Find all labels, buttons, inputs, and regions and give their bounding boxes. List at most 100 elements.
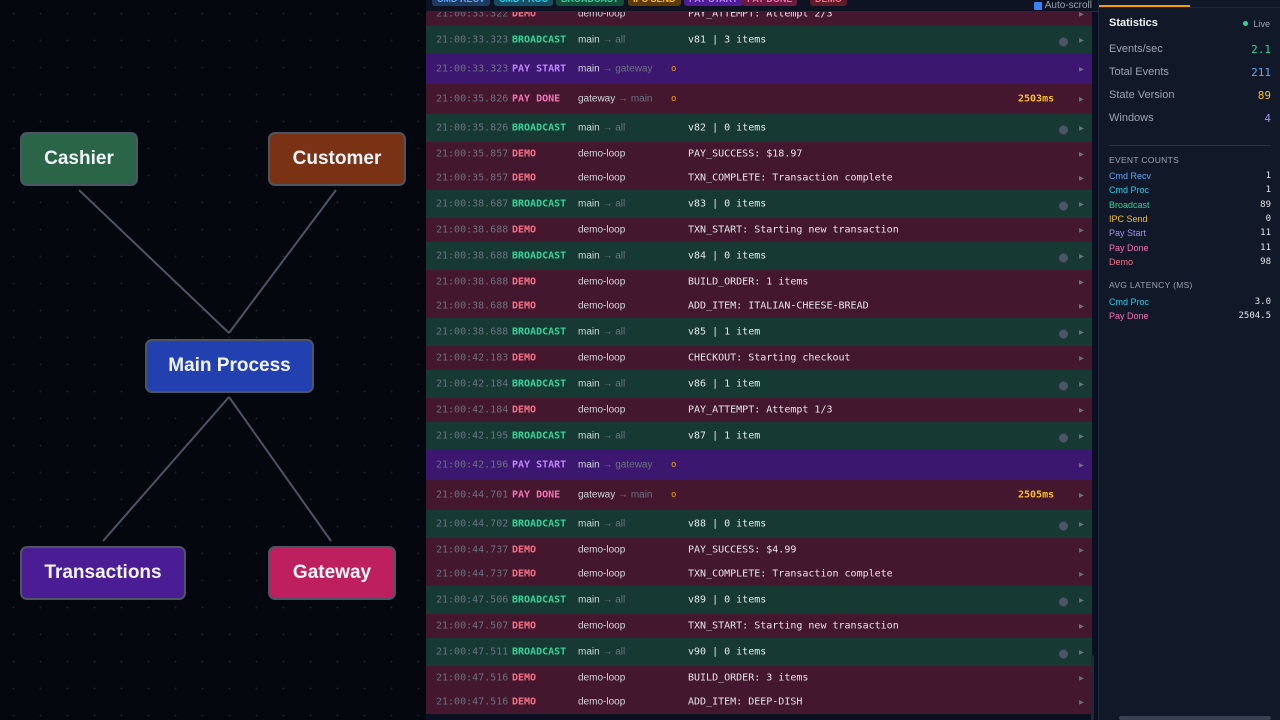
- filter-chip-ipc-send[interactable]: IPC SEND: [628, 0, 681, 6]
- expand-arrow-icon[interactable]: ▶: [1079, 490, 1084, 500]
- node-customer[interactable]: Customer: [268, 132, 406, 186]
- event-route: main → all: [578, 327, 625, 338]
- event-row[interactable]: 21:00:44.701 PAY DONE gateway → main o 2505m…: [426, 480, 1092, 510]
- expand-arrow-icon[interactable]: ▶: [1079, 519, 1084, 529]
- count-label: Pay Start: [1109, 228, 1147, 239]
- expand-arrow-icon[interactable]: ▶: [1079, 149, 1084, 159]
- event-row[interactable]: 21:00:44.702 BROADCAST main → all v88 | 0 i…: [426, 510, 1092, 538]
- event-row[interactable]: 21:00:38.688 DEMO demo-loop ADD_ITEM: ITALI…: [426, 294, 1092, 318]
- autoscroll-toggle[interactable]: Auto-scroll: [1033, 1, 1092, 11]
- event-type: BROADCAST: [512, 646, 567, 658]
- event-row[interactable]: 21:00:42.184 DEMO demo-loop PAY_ATTEMPT: At…: [426, 398, 1092, 422]
- expand-arrow-icon[interactable]: ▶: [1079, 327, 1084, 337]
- event-row[interactable]: 21:00:47.506 BROADCAST main → all v89 | 0 i…: [426, 586, 1092, 614]
- expand-arrow-icon[interactable]: ▶: [1079, 277, 1084, 287]
- expand-arrow-icon[interactable]: ▶: [1079, 251, 1084, 261]
- route-from: main: [578, 63, 600, 75]
- log-scrollbar[interactable]: [1091, 655, 1094, 720]
- event-time: 21:00:47.516: [436, 696, 509, 708]
- event-latency: 2503ms: [1018, 93, 1055, 105]
- event-row[interactable]: 21:00:47.511 BROADCAST main → all v90 | 0 i…: [426, 638, 1092, 666]
- event-type: BROADCAST: [512, 198, 567, 210]
- expand-arrow-icon[interactable]: ▶: [1079, 621, 1084, 631]
- event-type: PAY DONE: [512, 489, 561, 501]
- event-route: demo-loop: [578, 545, 625, 556]
- event-message: TXN_COMPLETE: Transaction complete: [688, 172, 893, 184]
- event-row[interactable]: 21:00:42.195 BROADCAST main → all v87 | 1 i…: [426, 422, 1092, 450]
- event-row[interactable]: 21:00:38.688 DEMO demo-loop BUILD_ORDER: 1 …: [426, 270, 1092, 294]
- expand-arrow-icon[interactable]: ▶: [1079, 673, 1084, 683]
- event-row[interactable]: 21:00:35.826 BROADCAST main → all v82 | 0 i…: [426, 114, 1092, 142]
- filter-chip-pay-done[interactable]: PAY DONE: [742, 0, 798, 6]
- event-time: 21:00:44.702: [436, 518, 509, 530]
- expand-arrow-icon[interactable]: ▶: [1079, 569, 1084, 579]
- node-transactions[interactable]: Transactions: [20, 546, 186, 600]
- event-type: DEMO: [512, 276, 537, 288]
- filter-chip-pay-start[interactable]: PAY START: [684, 0, 743, 6]
- expand-arrow-icon[interactable]: ▶: [1079, 199, 1084, 209]
- event-row[interactable]: 21:00:33.323 BROADCAST main → all v81 | 3 i…: [426, 26, 1092, 54]
- filter-chip-demo[interactable]: DEMO: [810, 0, 847, 6]
- expand-arrow-icon[interactable]: ▶: [1079, 431, 1084, 441]
- event-row[interactable]: 21:00:35.857 DEMO demo-loop PAY_SUCCESS: $1…: [426, 142, 1092, 166]
- event-row[interactable]: 21:00:44.737 DEMO demo-loop TXN_COMPLETE: T…: [426, 562, 1092, 586]
- filter-chip-cmd-proc[interactable]: CMD PROC: [494, 0, 553, 6]
- tab-active-indicator[interactable]: [1099, 5, 1190, 7]
- event-row[interactable]: 21:00:47.516 DEMO demo-loop BUILD_ORDER: 3 …: [426, 666, 1092, 690]
- expand-arrow-icon[interactable]: ▶: [1079, 173, 1084, 183]
- event-row[interactable]: 21:00:44.737 DEMO demo-loop PAY_SUCCESS: $4…: [426, 538, 1092, 562]
- expand-arrow-icon[interactable]: ▶: [1079, 225, 1084, 235]
- event-route: main → all: [578, 379, 625, 390]
- stats-panel: Statistics Live Events/sec 2.1 Total Event…: [1098, 0, 1280, 720]
- stat-value: 2.1: [1251, 43, 1271, 56]
- expand-arrow-icon[interactable]: ▶: [1079, 353, 1084, 363]
- pending-dot-icon: o: [671, 64, 677, 74]
- state-dot-icon: [1059, 201, 1068, 211]
- event-row[interactable]: 21:00:35.857 DEMO demo-loop TXN_COMPLETE: T…: [426, 166, 1092, 190]
- expand-arrow-icon[interactable]: ▶: [1079, 460, 1084, 470]
- event-row[interactable]: 21:00:42.184 BROADCAST main → all v86 | 1 i…: [426, 370, 1092, 398]
- node-main-process[interactable]: Main Process: [145, 339, 314, 393]
- expand-arrow-icon[interactable]: ▶: [1079, 405, 1084, 415]
- expand-arrow-icon[interactable]: ▶: [1079, 94, 1084, 104]
- expand-arrow-icon[interactable]: ▶: [1079, 379, 1084, 389]
- event-row[interactable]: 21:00:47.516 DEMO demo-loop ADD_ITEM: DEEP-…: [426, 690, 1092, 714]
- panel-scrollbar[interactable]: [1119, 716, 1271, 720]
- event-row[interactable]: 21:00:38.688 BROADCAST main → all v85 | 1 i…: [426, 318, 1092, 346]
- event-time: 21:00:38.687: [436, 198, 509, 210]
- expand-arrow-icon[interactable]: ▶: [1079, 697, 1084, 707]
- expand-arrow-icon[interactable]: ▶: [1079, 545, 1084, 555]
- expand-arrow-icon[interactable]: ▶: [1079, 123, 1084, 133]
- expand-arrow-icon[interactable]: ▶: [1079, 647, 1084, 657]
- event-row[interactable]: 21:00:38.688 BROADCAST main → all v84 | 0 i…: [426, 242, 1092, 270]
- route-arrow-icon: →: [599, 430, 616, 442]
- filter-chip-cmd-recv[interactable]: CMD RECV: [432, 0, 491, 6]
- route-arrow-icon: →: [599, 594, 616, 606]
- event-row[interactable]: 21:00:35.826 PAY DONE gateway → main o 2503m…: [426, 84, 1092, 114]
- event-row[interactable]: 21:00:42.196 PAY START main → gateway o ▶: [426, 450, 1092, 480]
- event-row[interactable]: 21:00:47.507 DEMO demo-loop TXN_START: Star…: [426, 614, 1092, 638]
- route-from: main: [578, 34, 600, 46]
- node-gateway[interactable]: Gateway: [268, 546, 396, 600]
- event-row[interactable]: 21:00:42.183 DEMO demo-loop CHECKOUT: Start…: [426, 346, 1092, 370]
- event-row[interactable]: 21:00:38.688 DEMO demo-loop TXN_START: Star…: [426, 218, 1092, 242]
- event-route: main → all: [578, 647, 625, 658]
- route-from: main: [578, 326, 600, 338]
- event-route: demo-loop: [578, 225, 625, 236]
- divider: [1109, 145, 1271, 146]
- route-to: gateway: [615, 63, 653, 75]
- count-label: Cmd Proc: [1109, 297, 1150, 307]
- expand-arrow-icon[interactable]: ▶: [1079, 35, 1084, 45]
- expand-arrow-icon[interactable]: ▶: [1079, 301, 1084, 311]
- expand-arrow-icon[interactable]: ▶: [1079, 64, 1084, 74]
- filter-chip-broadcast[interactable]: BROADCAST: [556, 0, 624, 6]
- event-type: DEMO: [512, 300, 537, 312]
- checkbox-icon[interactable]: [1033, 2, 1042, 10]
- count-value: 0: [1265, 213, 1271, 224]
- expand-arrow-icon[interactable]: ▶: [1079, 595, 1084, 605]
- node-cashier[interactable]: Cashier: [20, 132, 138, 186]
- expand-arrow-icon[interactable]: ▶: [1079, 9, 1084, 19]
- event-row[interactable]: 21:00:38.687 BROADCAST main → all v83 | 0 i…: [426, 190, 1092, 218]
- event-row[interactable]: 21:00:33.323 PAY START main → gateway o ▶: [426, 54, 1092, 84]
- route-from: main: [578, 198, 600, 210]
